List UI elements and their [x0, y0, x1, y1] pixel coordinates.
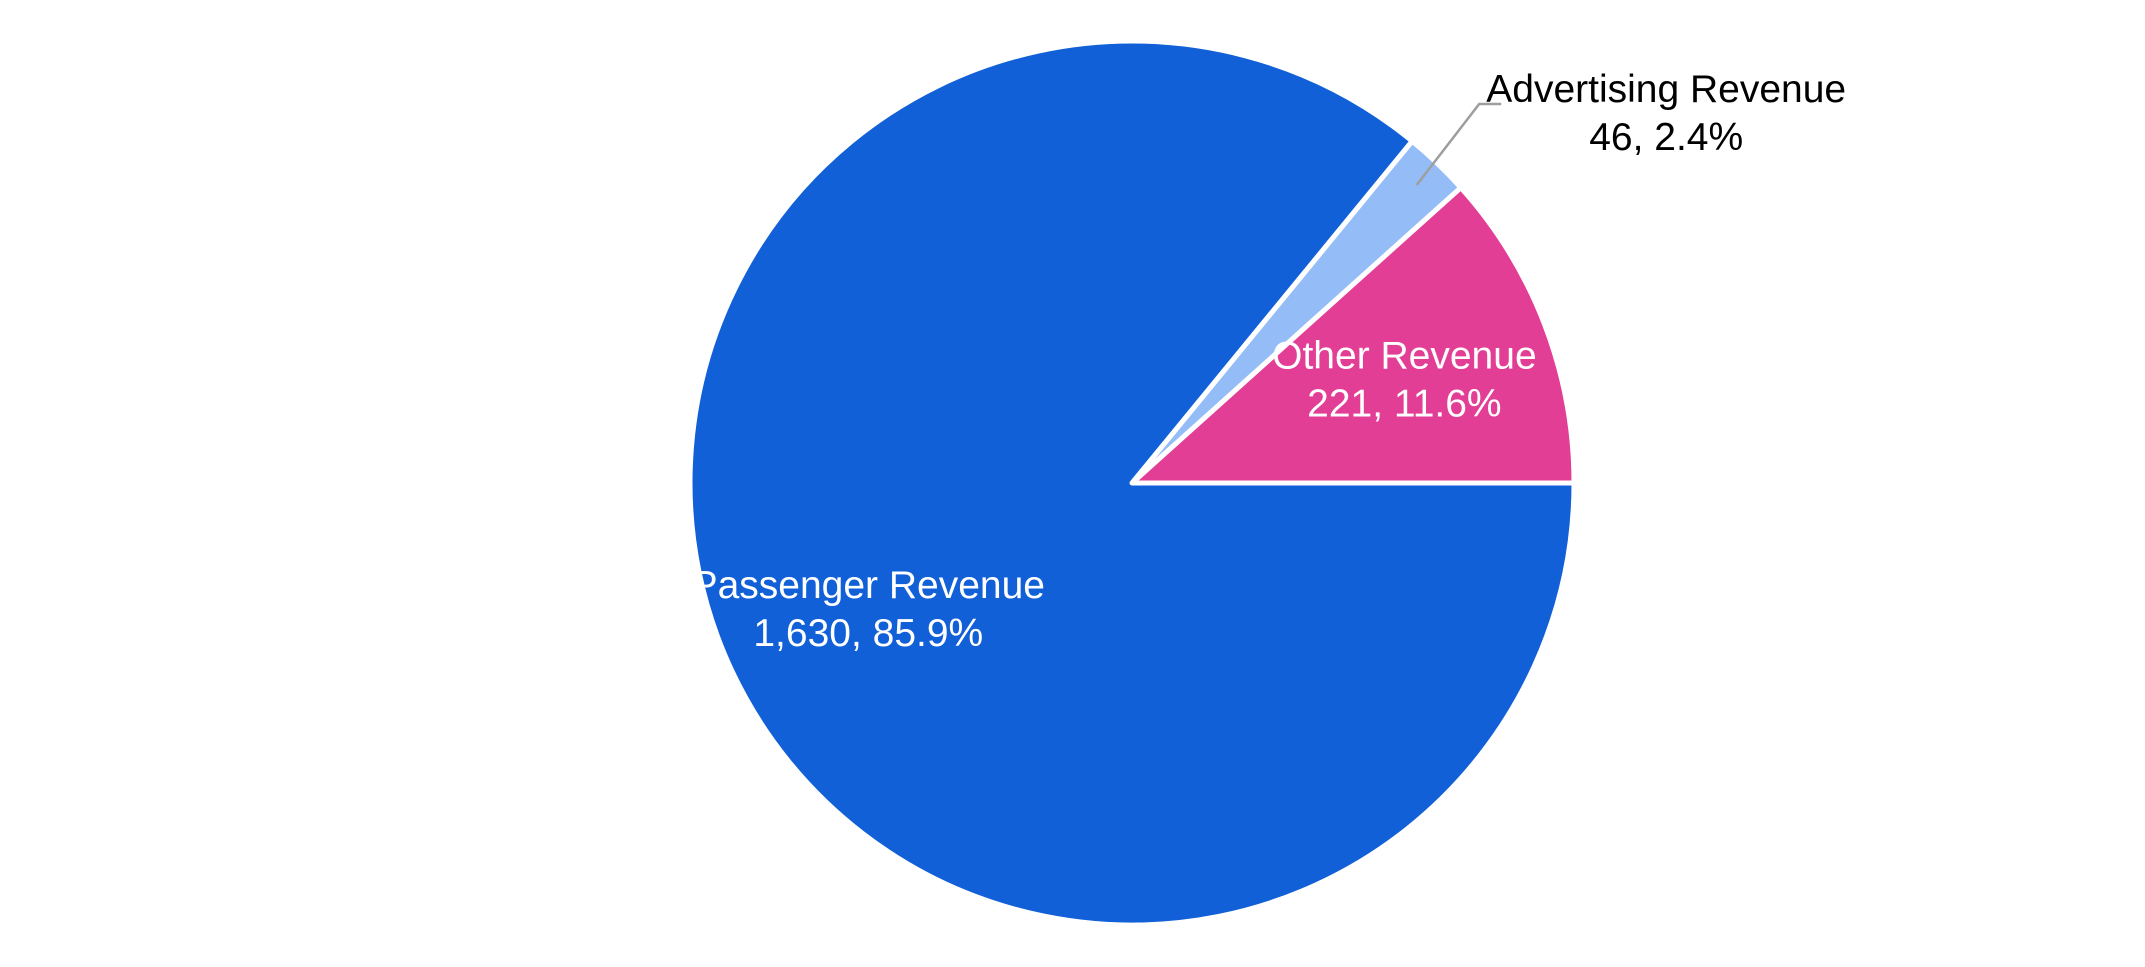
slice-label-advertising-revenue: Advertising Revenue 46, 2.4%	[1486, 68, 1846, 159]
slice-label-other-revenue: Other Revenue 221, 11.6%	[1272, 335, 1537, 426]
slice-label-name: Other Revenue	[1272, 335, 1537, 378]
slice-label-passenger-revenue: Passenger Revenue 1,630, 85.9%	[692, 564, 1045, 655]
slice-label-value: 221, 11.6%	[1307, 383, 1501, 426]
leader-lines	[1415, 102, 1502, 186]
pie-slice-other-revenue	[1129, 185, 1577, 486]
slice-label-name: Advertising Revenue	[1486, 68, 1846, 111]
pie-slices	[687, 38, 1577, 928]
slice-labels: Other Revenue 221, 11.6% Advertising Reven…	[692, 68, 1847, 655]
slice-label-name: Passenger Revenue	[692, 564, 1045, 607]
leader-line-advertising-revenue	[1415, 102, 1502, 186]
slice-label-value: 1,630, 85.9%	[753, 612, 983, 655]
pie-slice-passenger-revenue	[687, 38, 1577, 928]
slice-label-value: 46, 2.4%	[1589, 116, 1743, 159]
